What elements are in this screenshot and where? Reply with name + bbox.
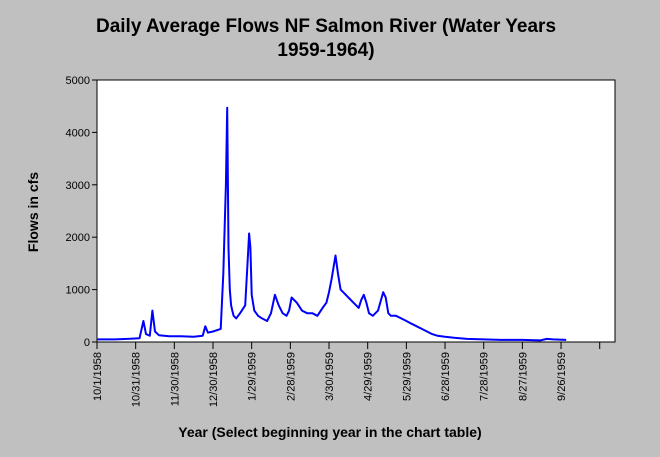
x-tick-label: 10/31/1958 xyxy=(131,352,143,407)
x-tick-label: 7/28/1959 xyxy=(479,352,491,401)
chart-title-line2: 1959-1964) xyxy=(277,40,374,61)
chart-title-line1: Daily Average Flows NF Salmon River (Wat… xyxy=(96,16,556,37)
flow-series-line xyxy=(97,106,567,342)
x-tick-label: 12/30/1958 xyxy=(208,352,220,407)
x-tick-label: 1/29/1959 xyxy=(247,352,259,401)
x-tick-label: 10/1/1958 xyxy=(92,352,104,401)
x-tick-label: 8/27/1959 xyxy=(517,352,529,401)
x-axis-title: Year (Select beginning year in the chart… xyxy=(178,424,481,440)
x-tick-label: 3/30/1959 xyxy=(324,352,336,401)
plot-area xyxy=(96,79,616,343)
y-tick-label: 4000 xyxy=(66,127,90,139)
y-tick-label: 0 xyxy=(84,337,90,349)
y-tick-label: 5000 xyxy=(66,75,90,87)
x-tick-label: 5/29/1959 xyxy=(401,352,413,401)
x-tick-label: 6/28/1959 xyxy=(440,352,452,401)
x-axis: 10/1/1958 10/31/1958 11/30/1958 12/30/1958 1… xyxy=(92,342,601,407)
x-tick-label: 2/28/1959 xyxy=(285,352,297,401)
x-tick-label: 4/29/1959 xyxy=(363,352,375,401)
y-tick-label: 1000 xyxy=(66,285,90,297)
x-tick-label: 11/30/1958 xyxy=(169,352,181,406)
y-tick-label: 2000 xyxy=(66,232,90,244)
y-tick-label: 3000 xyxy=(66,180,90,192)
series-layer xyxy=(97,106,567,342)
y-axis: 0 1000 2000 3000 4000 5000 xyxy=(66,75,97,349)
x-tick-label: 9/26/1959 xyxy=(556,352,568,401)
y-axis-title: Flows in cfs xyxy=(25,172,41,252)
